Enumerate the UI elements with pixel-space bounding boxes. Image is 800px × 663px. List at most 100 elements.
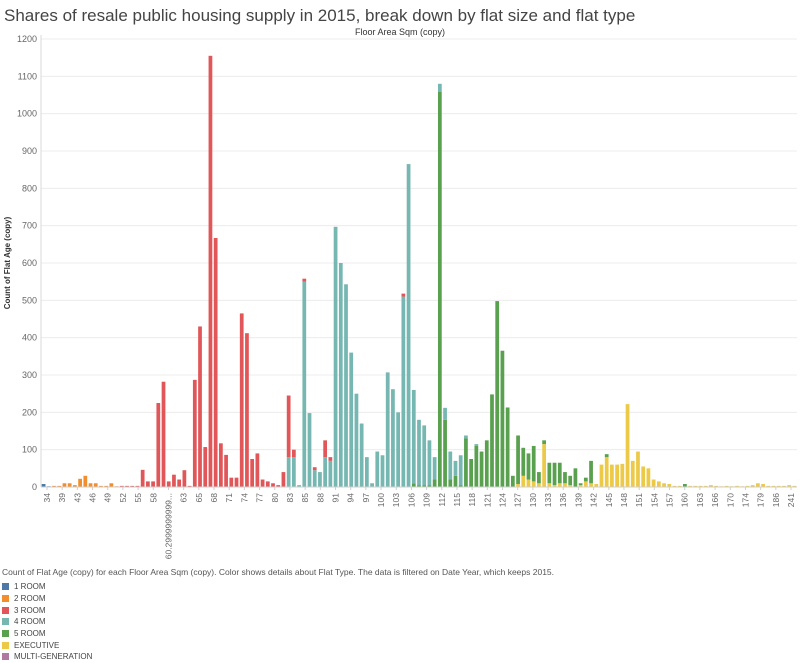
bar-segment: [239, 313, 244, 487]
bar-chart: 0 100 200 300 400 500 600 700 800 900 1000 1100 1200…: [3, 34, 797, 559]
x-tick-label: 77: [255, 493, 265, 503]
bar-segment: [417, 419, 421, 486]
bar-segment: [641, 466, 646, 487]
x-axis-header: Floor Area Sqm (copy): [354, 27, 446, 37]
x-tick-label: 43: [72, 493, 82, 503]
bar-segment: [646, 468, 651, 487]
bar-segment: [271, 483, 275, 487]
legend-item-5-room[interactable]: 5 ROOM: [2, 628, 92, 640]
bar-segment: [557, 462, 562, 484]
bar-segment: [354, 393, 359, 487]
bar-segment: [125, 485, 129, 487]
bar-segment: [276, 485, 281, 487]
bar-segment: [709, 485, 713, 487]
bar-segment: [119, 485, 124, 487]
bar-segment: [594, 484, 599, 487]
bar-segment: [693, 485, 698, 487]
bar-segment: [636, 451, 640, 487]
bar-segment: [245, 333, 249, 487]
y-tick-label: 300: [22, 370, 37, 380]
y-axis-title: Count of Flat Age (copy): [3, 216, 12, 309]
bar-segment: [599, 464, 604, 487]
x-tick-label: 103: [391, 493, 401, 507]
legend-item-2-room[interactable]: 2 ROOM: [2, 593, 92, 605]
legend-swatch: [2, 583, 9, 591]
bar-segment: [302, 281, 307, 487]
bar-segment: [510, 475, 515, 487]
x-tick-label: 106: [406, 493, 416, 507]
bar-segment: [583, 481, 588, 487]
x-tick-label: 241: [786, 493, 796, 507]
bar-segment: [93, 483, 98, 487]
x-tick-label: 154: [649, 493, 659, 507]
x-tick-label: 127: [513, 493, 523, 507]
bar-segment: [203, 447, 208, 487]
bar-segment: [318, 472, 322, 487]
bar-segment: [187, 485, 192, 487]
x-tick-label: 85: [300, 493, 310, 503]
legend-label: 1 ROOM: [14, 582, 46, 592]
bar-segment: [625, 404, 630, 487]
y-tick-label: 400: [22, 333, 37, 343]
legend-item-1-room[interactable]: 1 ROOM: [2, 581, 92, 593]
bar-segment: [568, 485, 573, 487]
bar-segment: [505, 407, 510, 487]
x-tick-label: 65: [194, 493, 204, 503]
bar-segment: [67, 483, 72, 487]
bar-segment: [604, 454, 609, 458]
bar-segment: [52, 485, 56, 487]
bar-segment: [401, 293, 406, 297]
bar-segment: [573, 468, 578, 487]
bar-segment: [756, 483, 760, 487]
x-tick-label: 174: [740, 493, 750, 507]
bar-segment: [109, 483, 114, 487]
bar-segment: [396, 412, 401, 487]
bar-segment: [531, 481, 536, 487]
bar-segment: [761, 484, 765, 487]
bar-segment: [406, 164, 411, 487]
x-tick-label: 112: [437, 493, 447, 507]
bar-segment: [411, 389, 416, 484]
bar-segment: [427, 440, 432, 486]
bar-segment: [589, 460, 593, 484]
x-tick-label: 71: [224, 493, 234, 503]
legend-swatch: [2, 606, 9, 614]
bar-segment: [563, 483, 567, 487]
bar-segment: [234, 477, 239, 487]
bar-segment: [610, 464, 614, 487]
x-tick-label: 58: [148, 493, 158, 503]
legend-item-3-room[interactable]: 3 ROOM: [2, 604, 92, 616]
bar-segment: [432, 457, 437, 480]
legend-label: 3 ROOM: [14, 605, 46, 615]
bar-segment: [432, 479, 437, 487]
bar-segment: [474, 444, 479, 446]
legend-label: EXECUTIVE: [14, 640, 60, 650]
x-tick-label: 109: [422, 493, 432, 507]
bar-segment: [208, 55, 213, 488]
x-tick-label: 97: [361, 493, 371, 503]
legend-item-4-room[interactable]: 4 ROOM: [2, 616, 92, 628]
y-tick-label: 1100: [18, 71, 37, 81]
bar-segment: [99, 485, 103, 487]
bar-segment: [547, 483, 552, 487]
legend-label: 2 ROOM: [14, 594, 46, 604]
x-tick-label: 179: [756, 493, 766, 507]
bar-segment: [552, 485, 557, 487]
bar-segment: [192, 379, 197, 487]
bar-segment: [787, 485, 792, 487]
x-tick-label: 60.2999999999...: [163, 493, 173, 559]
bar-segment: [557, 483, 562, 487]
bar-segment: [458, 485, 463, 487]
bar-segment: [140, 469, 145, 487]
bar-segment: [161, 381, 166, 487]
x-tick-label: 136: [558, 493, 568, 507]
legend-item-executive[interactable]: EXECUTIVE: [2, 639, 92, 651]
x-tick-label: 160: [680, 493, 690, 507]
legend-item-multi-generation[interactable]: MULTI-GENERATION: [2, 651, 92, 663]
bar-segment: [495, 301, 500, 487]
bar-segment: [745, 485, 750, 487]
y-tick-label: 1200: [17, 34, 37, 44]
bar-segment: [323, 440, 328, 458]
x-tick-label: 121: [482, 493, 492, 507]
bar-segment: [479, 451, 484, 487]
